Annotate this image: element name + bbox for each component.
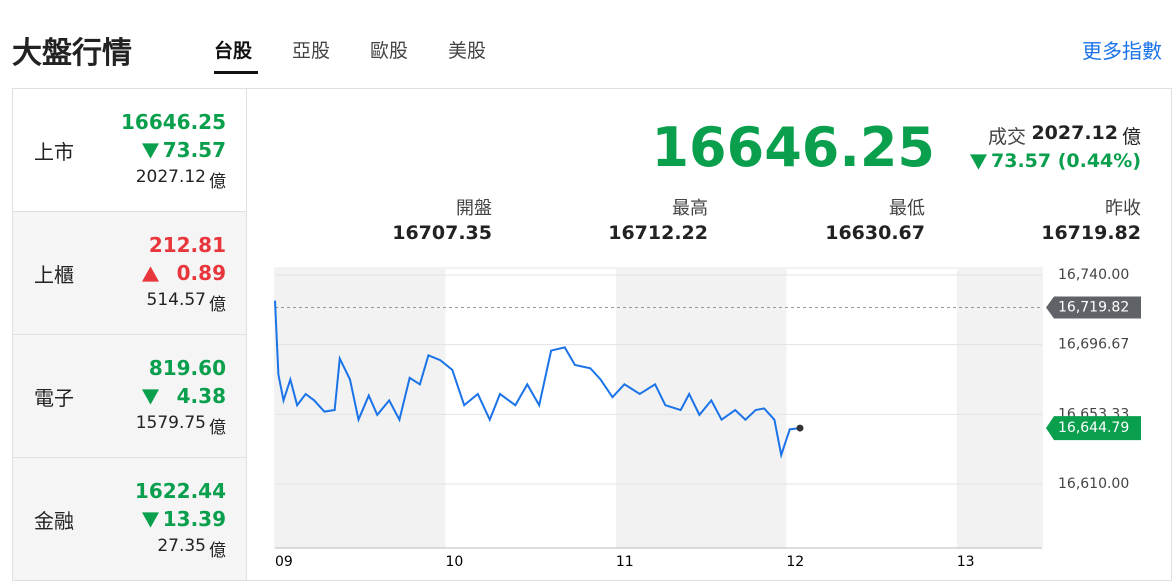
tab-underline [214, 71, 258, 74]
reference-label: 16,719.82 [1058, 299, 1129, 315]
x-tick-label: 10 [445, 554, 463, 570]
market-volume: 27.35 [157, 536, 206, 556]
time-band [275, 268, 446, 548]
y-tick-label: 16,696.67 [1058, 337, 1129, 353]
page-title: 大盤行情 [12, 36, 132, 71]
x-tick-label: 13 [957, 554, 975, 570]
trend-icon [142, 266, 159, 282]
stat-label: 開盤 [456, 198, 492, 219]
tab[interactable]: 亞股 [292, 40, 331, 62]
market-unit: 億 [209, 172, 226, 192]
trend-icon [142, 389, 159, 405]
market-change: 0.89 [176, 261, 226, 285]
price-line [274, 300, 801, 460]
x-tick-label: 11 [616, 554, 634, 570]
last-point [796, 424, 804, 432]
market-row [12, 88, 247, 212]
x-tick-label: 12 [786, 554, 804, 570]
stat-label: 最低 [889, 198, 925, 219]
market-price: 1622.44 [134, 479, 226, 503]
summary-price: 16646.25 [651, 116, 935, 179]
market-name[interactable]: 上櫃 [34, 263, 74, 287]
market-unit: 億 [209, 418, 226, 438]
time-band [615, 268, 787, 548]
stat-label: 昨收 [1105, 198, 1141, 219]
market-unit: 億 [209, 541, 226, 561]
stat-value: 16719.82 [1041, 222, 1141, 244]
market-name[interactable]: 上市 [34, 140, 74, 164]
stat-label: 最高 [672, 198, 708, 219]
last-tag [1046, 416, 1141, 441]
y-tick-label: 16,740.00 [1058, 267, 1129, 283]
summary-volume-label: 成交 [987, 126, 1026, 148]
market-volume: 2027.12 [135, 167, 206, 187]
market-volume: 1579.75 [135, 413, 206, 433]
x-tick-label: 09 [275, 554, 293, 570]
stat-value: 16630.67 [825, 222, 925, 244]
summary-volume: 2027.12 [1031, 122, 1118, 144]
market-unit: 億 [209, 295, 226, 315]
time-band [956, 268, 1042, 548]
market-price: 819.60 [148, 356, 226, 380]
market-row [12, 334, 247, 458]
market-change: 73.57 [162, 138, 226, 162]
reference-tag [1046, 296, 1141, 319]
market-name[interactable]: 電子 [34, 386, 74, 410]
y-tick-label: 16,610.00 [1058, 476, 1129, 492]
summary-change: 73.57 (0.44%) [991, 150, 1141, 172]
market-volume: 514.57 [146, 290, 206, 310]
market-price: 212.81 [148, 233, 226, 257]
tab[interactable]: 歐股 [370, 40, 409, 62]
last-label: 16,644.79 [1058, 420, 1129, 436]
trend-icon [970, 154, 987, 170]
tab[interactable]: 美股 [448, 40, 487, 62]
stat-value: 16712.22 [608, 222, 708, 244]
market-price: 16646.25 [120, 110, 226, 134]
trend-icon [142, 143, 159, 159]
market-row [12, 211, 247, 335]
stat-value: 16707.35 [392, 222, 492, 244]
market-change: 13.39 [162, 507, 226, 531]
market-name[interactable]: 金融 [34, 509, 74, 533]
tab[interactable]: 台股 [214, 40, 253, 62]
summary-unit: 億 [1121, 126, 1141, 148]
trend-icon [142, 512, 159, 528]
market-row [12, 457, 247, 581]
market-change: 4.38 [176, 384, 226, 408]
more-link[interactable]: 更多指數 [1082, 39, 1162, 63]
